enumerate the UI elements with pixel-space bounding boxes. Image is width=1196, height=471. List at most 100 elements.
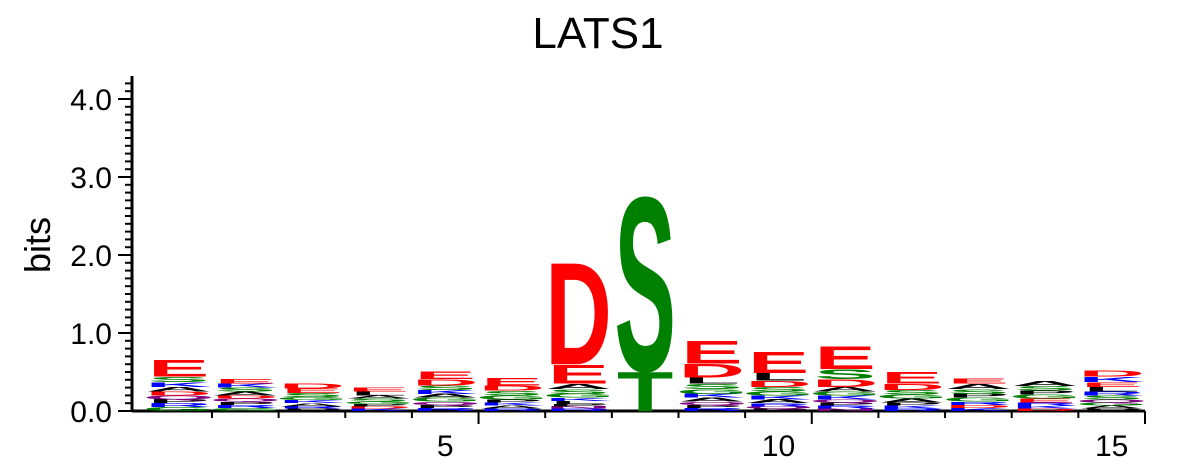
residue-K-pos-14: K <box>1012 405 1079 410</box>
residue-R-pos-6: R <box>479 408 546 412</box>
residue-G-pos-15: G <box>1076 402 1148 407</box>
residue-A-pos-5: A <box>412 393 479 399</box>
residue-G-pos-12: G <box>876 394 948 400</box>
residue-E-pos-1: E <box>148 355 209 382</box>
residue-P-pos-15: P <box>1081 408 1142 412</box>
residue-A-pos-3: A <box>279 402 346 407</box>
residue-K-pos-12: K <box>878 405 945 410</box>
residue-S-pos-9: S <box>681 382 742 390</box>
residue-R-pos-10: R <box>745 402 812 407</box>
residue-R-pos-13: R <box>945 401 1012 406</box>
residue-S-pos-14: S <box>1014 385 1075 392</box>
residue-P-pos-7: P <box>548 403 609 407</box>
residue-P-pos-14: P <box>1014 390 1075 396</box>
residue-A-pos-14: A <box>1012 379 1079 387</box>
residue-D-pos-3: D <box>279 382 346 390</box>
residue-S-pos-8: S <box>614 145 675 424</box>
residue-G-pos-2: G <box>209 407 281 412</box>
residue-E-pos-7: E <box>548 360 609 390</box>
residue-A-pos-9: A <box>679 397 746 403</box>
residue-E-pos-4: E <box>348 387 409 393</box>
residue-D-pos-12: D <box>878 382 945 392</box>
residue-L-pos-10: L <box>750 371 806 383</box>
logo-stacks: GRPQDAKSEGRPQDASKEPRAKGSEDKDPGSALERPQGAK… <box>143 145 1148 424</box>
residue-D-pos-6: D <box>479 384 546 392</box>
residue-G-pos-11: G <box>809 391 881 397</box>
residue-G-pos-5: G <box>409 397 481 403</box>
residue-R-pos-11: R <box>812 405 879 410</box>
residue-P-pos-5: P <box>415 404 476 409</box>
residue-K-pos-3: K <box>279 399 346 404</box>
residue-Q-pos-1: Q <box>143 394 215 400</box>
logo-column-8: TS <box>614 145 675 424</box>
residue-R-pos-9: R <box>679 407 746 412</box>
residue-K-pos-15: K <box>1078 375 1145 383</box>
residue-G-pos-13: G <box>943 397 1015 403</box>
residue-G-pos-6: G <box>476 394 548 400</box>
residue-S-pos-1: S <box>148 375 209 383</box>
residue-P-pos-2: P <box>215 401 276 406</box>
residue-K-pos-9: K <box>679 393 746 399</box>
residue-K-pos-6: K <box>479 402 546 407</box>
residue-E-pos-5: E <box>415 369 476 381</box>
residue-Q-pos-15: Q <box>1076 398 1148 403</box>
residue-E-pos-3: E <box>281 387 342 394</box>
residue-R-pos-2: R <box>212 404 279 409</box>
residue-K-pos-1: K <box>145 381 212 388</box>
residue-L-pos-9: L <box>684 376 740 386</box>
residue-P-pos-11: P <box>814 402 875 407</box>
residue-E-pos-9: E <box>681 334 742 371</box>
residue-K-pos-7: K <box>545 397 612 402</box>
residue-A-pos-4: A <box>345 395 412 400</box>
residue-S-pos-7: S <box>548 388 609 395</box>
residue-K-pos-10: K <box>745 394 812 400</box>
x-tick-label: 5 <box>437 430 454 463</box>
residue-E-pos-6: E <box>481 376 542 388</box>
y-tick-label: 2.0 <box>70 240 112 273</box>
residue-L-pos-15: L <box>1084 386 1140 393</box>
residue-E-pos-2: E <box>215 378 276 385</box>
residue-A-pos-10: A <box>745 398 812 404</box>
residue-P-pos-9: P <box>681 404 742 409</box>
residue-G-pos-9: G <box>676 388 748 395</box>
residue-A-pos-7: A <box>545 382 612 390</box>
residue-R-pos-14: R <box>1012 402 1079 407</box>
residue-Q-pos-11: Q <box>809 398 881 403</box>
residue-E-pos-14: E <box>1014 398 1075 404</box>
residue-D-pos-4: D <box>345 406 412 410</box>
residue-P-pos-12: P <box>881 402 942 407</box>
residue-D-pos-1: D <box>145 391 212 397</box>
residue-Q-pos-5: Q <box>409 401 481 406</box>
residue-D-pos-11: D <box>812 377 879 389</box>
residue-N-pos-11: N <box>812 408 879 412</box>
residue-P-pos-13: P <box>948 393 1009 399</box>
x-axis: 5 10 15 <box>132 409 1146 463</box>
residue-G-pos-7: G <box>543 393 615 399</box>
residue-D-pos-2: D <box>212 395 279 400</box>
residue-Q-pos-10: Q <box>743 406 815 410</box>
residue-R-pos-1: R <box>145 402 212 408</box>
residue-D-pos-5: D <box>412 377 479 387</box>
residue-K-pos-5: K <box>412 389 479 395</box>
residue-D-pos-7: D <box>545 231 612 395</box>
y-tick-label: 0.0 <box>70 396 112 429</box>
y-tick-label: 1.0 <box>70 318 112 351</box>
residue-L-pos-7: L <box>550 400 606 405</box>
residue-R-pos-5: R <box>412 407 479 412</box>
residue-R-pos-3: R <box>279 406 346 410</box>
residue-T-pos-8: T <box>617 361 673 424</box>
residue-S-pos-2: S <box>215 387 276 393</box>
residue-N-pos-7: N <box>545 406 612 410</box>
residue-E-pos-13: E <box>948 377 1009 385</box>
residue-S-pos-6: S <box>481 390 542 397</box>
